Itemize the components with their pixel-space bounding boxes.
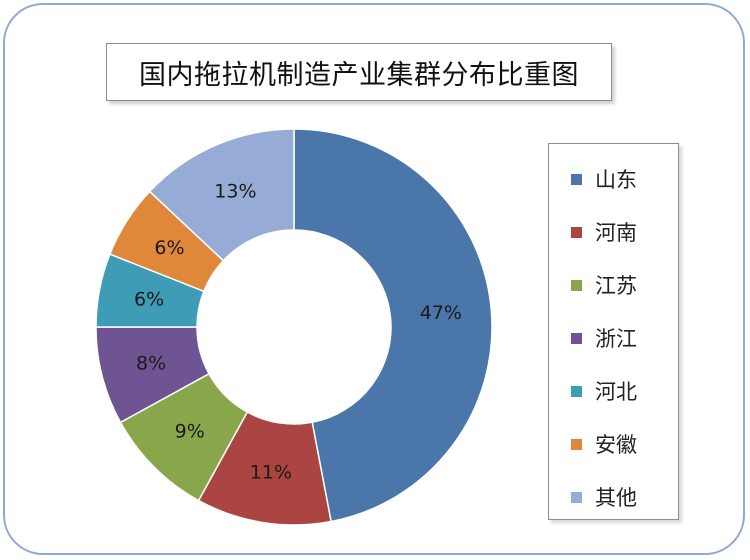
slice-data-label-5: 6% — [134, 288, 164, 310]
legend-label-6: 安徽 — [595, 433, 637, 457]
legend-item-1: 山东 — [571, 164, 637, 194]
slice-data-label-6: 6% — [154, 237, 184, 259]
slice-data-label-3: 9% — [175, 420, 205, 442]
legend-label-1: 山东 — [595, 168, 637, 192]
legend-item-6: 安徽 — [571, 429, 637, 459]
legend-label-2: 河南 — [595, 221, 637, 245]
legend-swatch-3 — [571, 279, 582, 291]
slice-data-label-1: 47% — [420, 302, 462, 324]
legend-label-4: 浙江 — [595, 327, 637, 351]
legend-item-4: 浙江 — [571, 323, 637, 353]
legend-item-2: 河南 — [571, 217, 637, 247]
legend-item-3: 江苏 — [571, 270, 637, 300]
slice-data-label-2: 11% — [250, 462, 292, 484]
legend-swatch-2 — [571, 226, 582, 238]
legend-swatch-5 — [571, 385, 582, 397]
legend-label-5: 河北 — [595, 380, 637, 404]
slice-data-label-4: 8% — [136, 353, 166, 375]
chart-title: 国内拖拉机制造产业集群分布比重图 — [139, 59, 579, 91]
legend-swatch-4 — [571, 332, 582, 344]
legend-swatch-7 — [571, 491, 582, 503]
legend-label-7: 其他 — [595, 486, 637, 510]
legend-swatch-1 — [571, 173, 582, 185]
legend-item-7: 其他 — [571, 482, 637, 512]
donut-slice-7 — [148, 128, 295, 262]
slice-data-label-7: 13% — [214, 181, 256, 203]
donut-slice-1 — [293, 128, 493, 523]
legend-item-5: 河北 — [571, 376, 637, 406]
legend-label-3: 江苏 — [595, 274, 637, 298]
legend-swatch-6 — [571, 438, 582, 450]
chart-title-box: 国内拖拉机制造产业集群分布比重图 — [106, 43, 612, 101]
chart-legend: 山东河南江苏浙江河北安徽其他 — [548, 143, 679, 520]
